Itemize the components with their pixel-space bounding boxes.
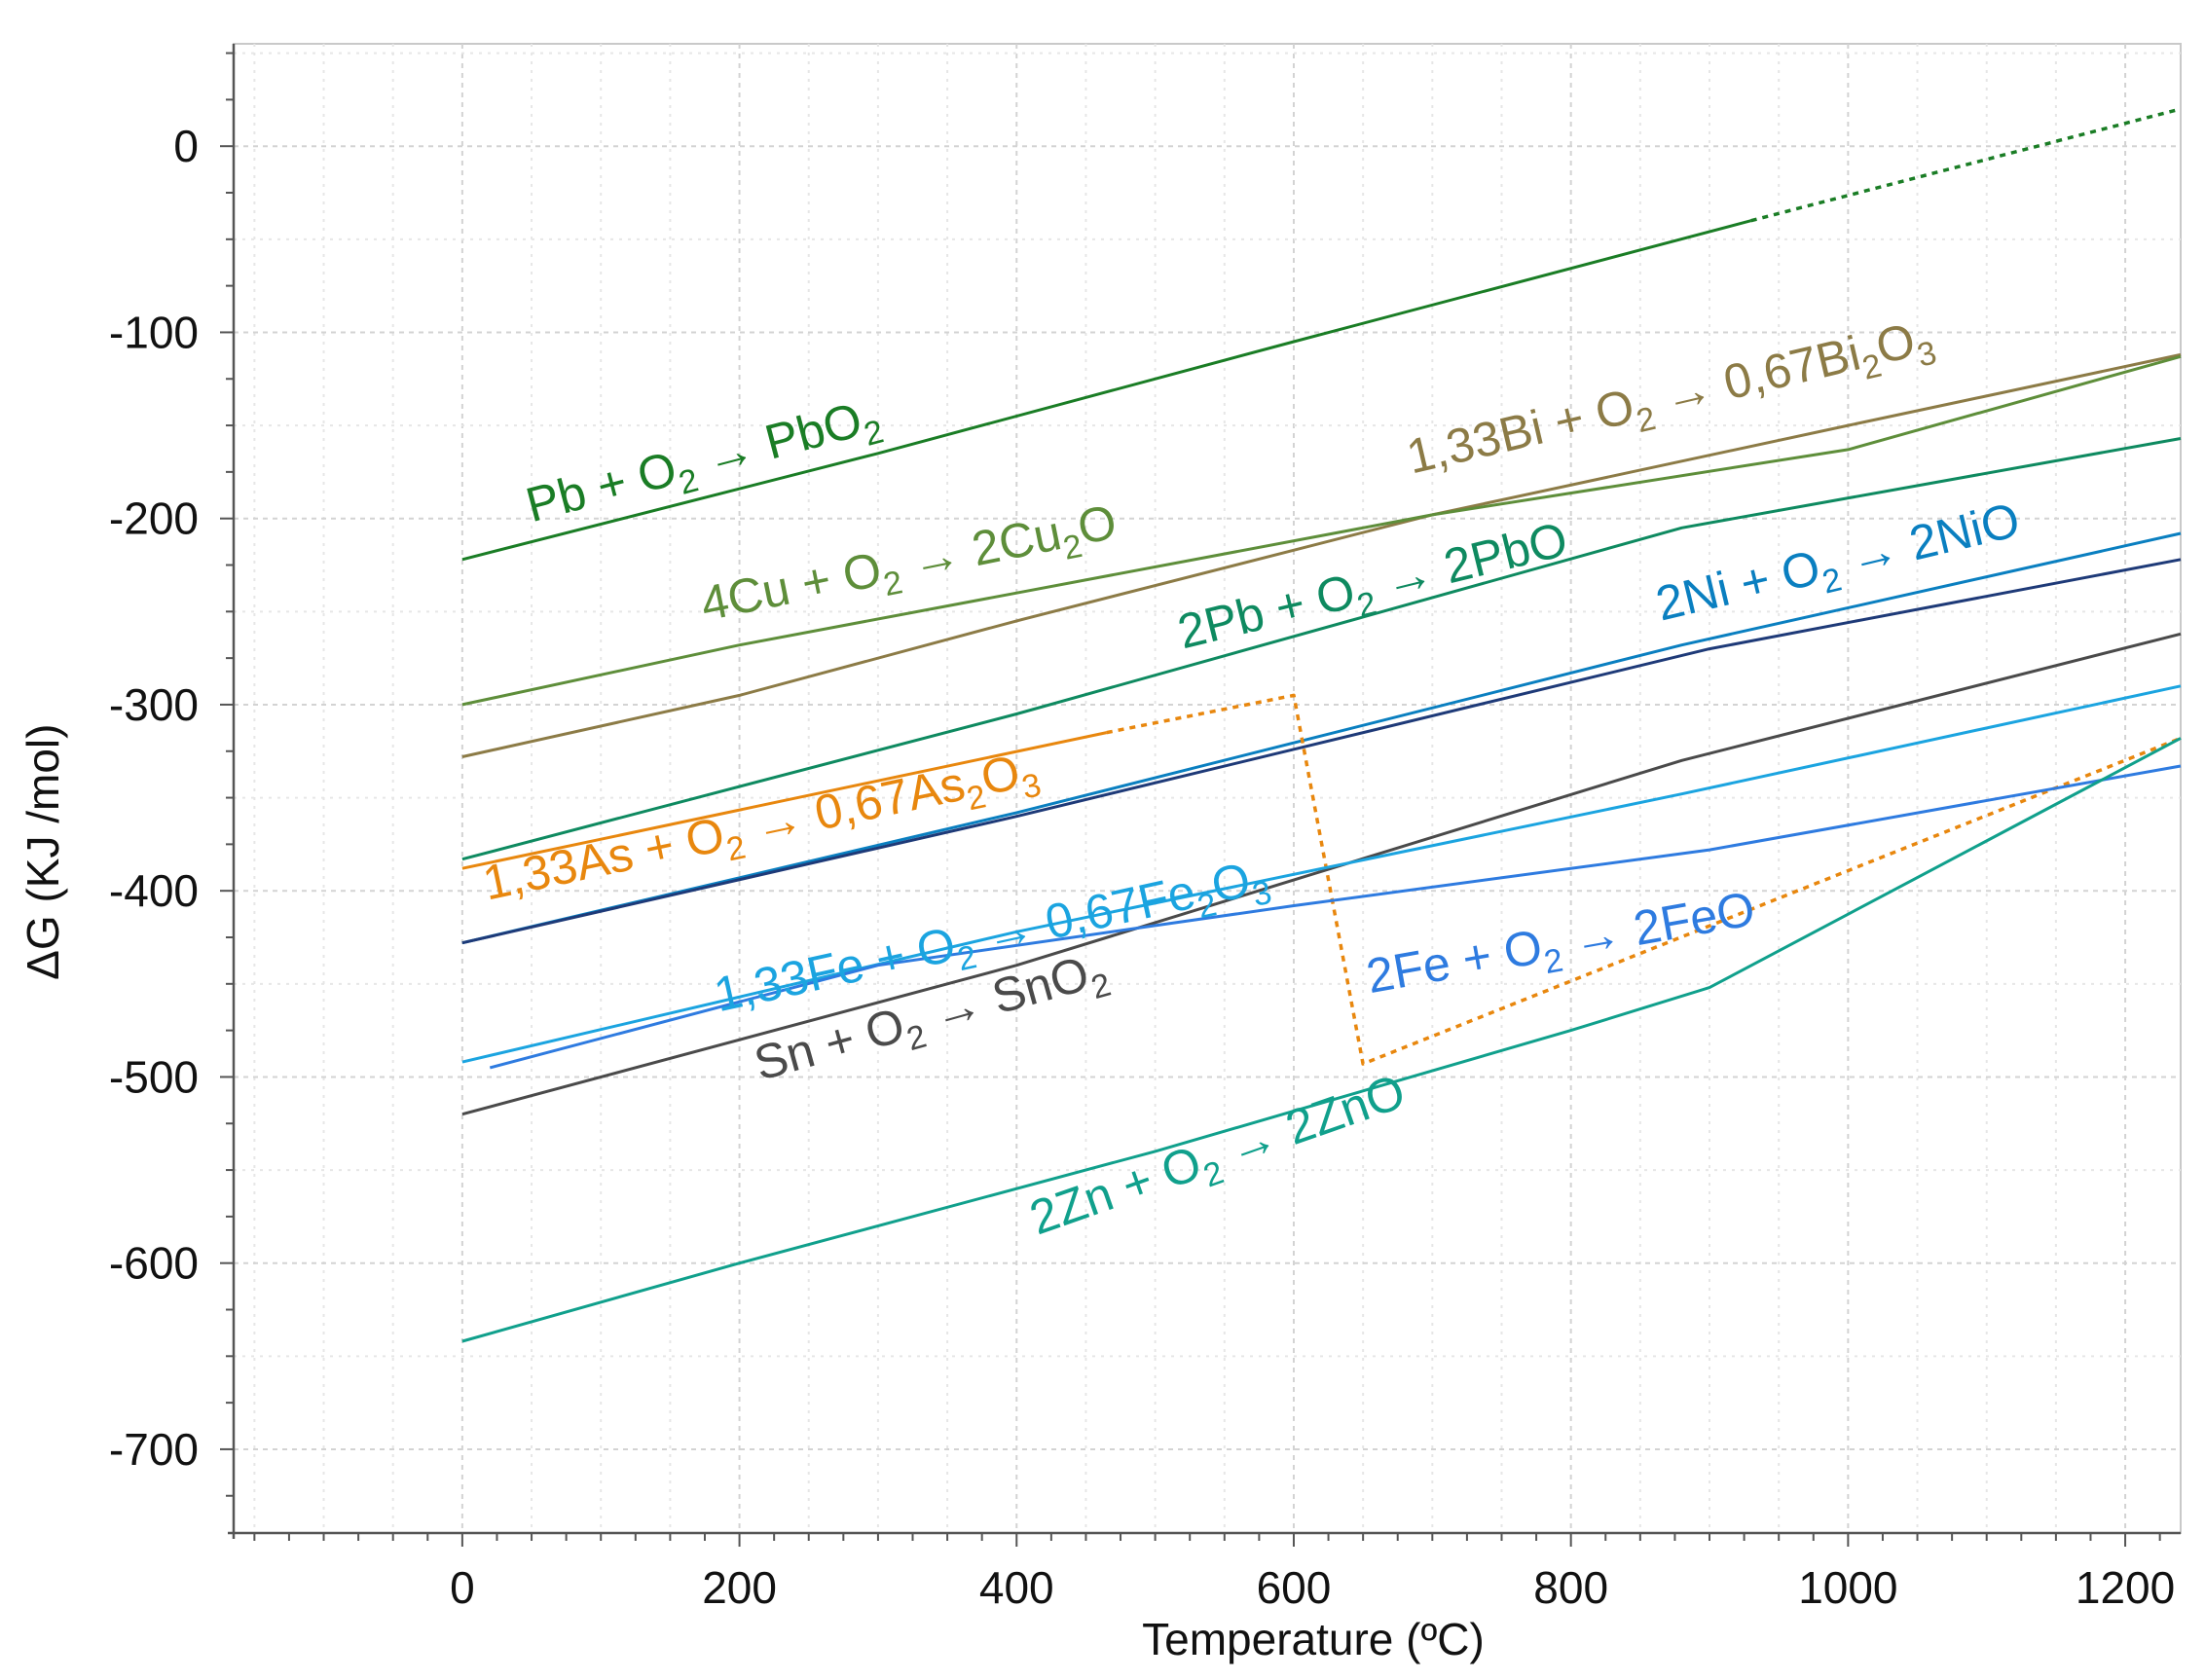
y-tick-label: -200	[109, 493, 199, 544]
series-line-1	[461, 352, 2182, 758]
series-line-6	[1106, 693, 2182, 1066]
series-label-10: 2Zn + O2 → 2ZnO	[1023, 1064, 1415, 1254]
y-tick-label: -600	[109, 1238, 199, 1289]
x-axis-label: Temperature (ºC)	[1142, 1614, 1485, 1664]
series-line-0	[461, 219, 1752, 562]
series-line-5	[461, 558, 2182, 945]
y-tick-label: -300	[109, 679, 199, 730]
x-tick-label: 1000	[1798, 1562, 1897, 1613]
series-label-4: 2Ni + O2 → 2NiO	[1651, 493, 2027, 640]
x-tick-label: 200	[702, 1562, 777, 1613]
x-tick-label: 0	[450, 1562, 475, 1613]
y-tick-label: -700	[109, 1424, 199, 1475]
y-tick-label: 0	[173, 121, 199, 171]
series-labels: Pb + O2 → PbO2 1,33Bi + O2 → 0,67Bi2O34Cu…	[478, 309, 2027, 1254]
series-line-3	[461, 437, 2182, 861]
series-line-4	[461, 531, 2182, 945]
series-line-9	[489, 764, 2182, 1070]
x-tick-label: 400	[979, 1562, 1054, 1613]
series-line-2	[461, 354, 2182, 707]
series-line-6	[461, 731, 1108, 870]
plot-frame	[233, 43, 2182, 1534]
series-line-8	[461, 684, 2182, 1064]
series-label-9: 2Fe + O2 → 2FeO	[1362, 881, 1760, 1012]
axes: 0 200 400 600 800 1000 1200 0 -100 -200 -300 -400 -5…	[109, 44, 2181, 1613]
series-label-2: 4Cu + O2 → 2Cu2O	[696, 494, 1122, 640]
x-tick-label: 1200	[2076, 1562, 2175, 1613]
y-tick-label: -400	[109, 865, 199, 916]
x-tick-label: 600	[1257, 1562, 1332, 1613]
grid	[233, 43, 2182, 1534]
y-tick-label: -500	[109, 1051, 199, 1102]
series-label-3: 2Pb + O2 → 2PbO	[1172, 511, 1574, 668]
y-axis-label: ΔG (KJ /mol)	[18, 724, 68, 980]
series-line-0	[1750, 107, 2182, 223]
x-tick-label: 800	[1533, 1562, 1608, 1613]
series-line-10	[461, 737, 2182, 1343]
series-lines	[461, 107, 2182, 1343]
series-label-1: 1,33Bi + O2 → 0,67Bi2O3	[1402, 309, 1940, 493]
y-tick-label: -100	[109, 307, 199, 357]
